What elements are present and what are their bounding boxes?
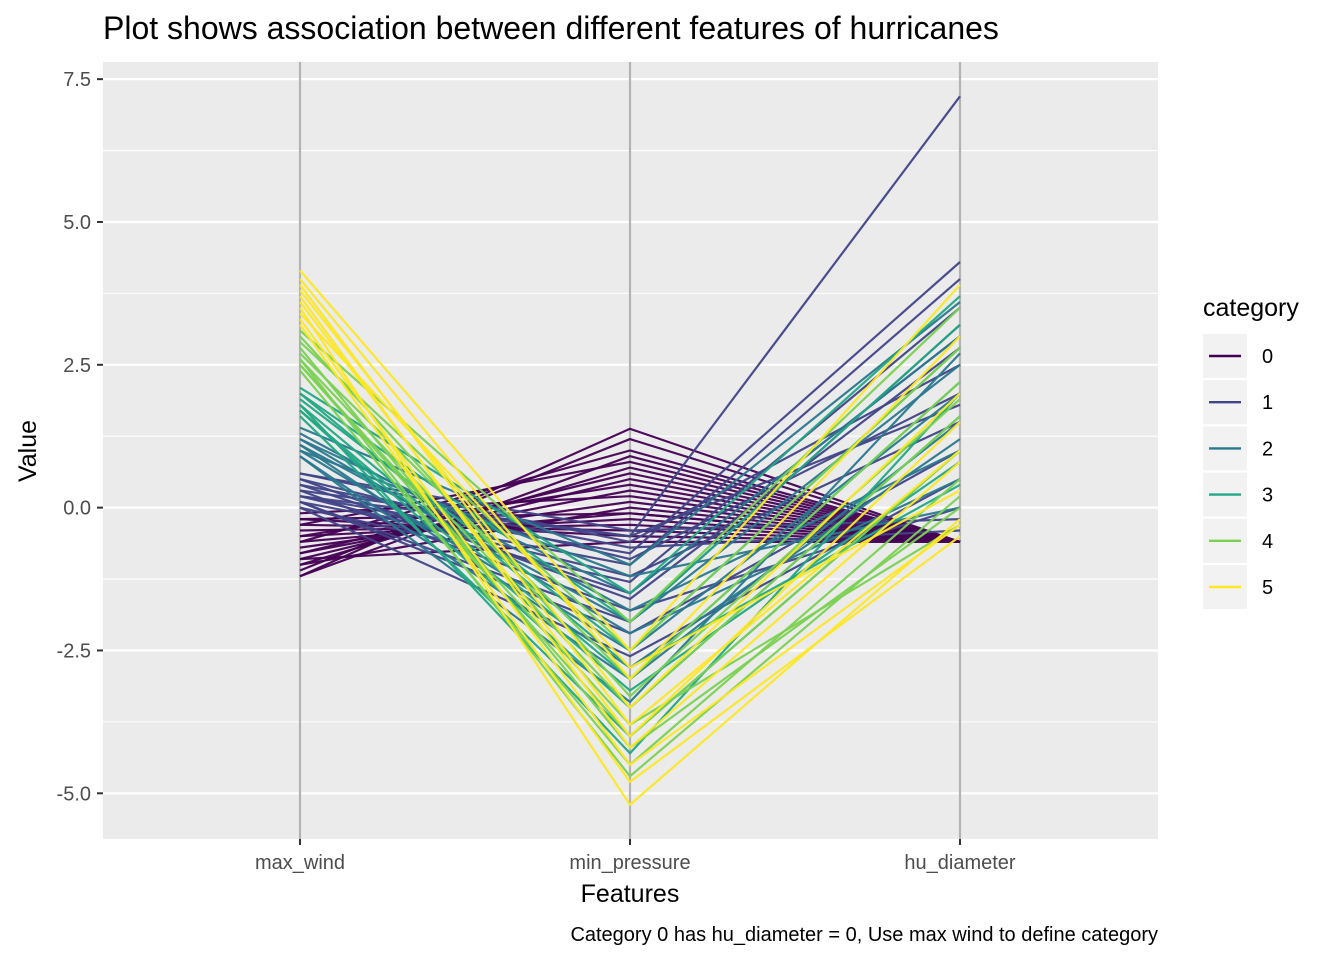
chart-title: Plot shows association between different… bbox=[103, 10, 999, 46]
series-line-category-5 bbox=[299, 269, 961, 653]
legend-title: category bbox=[1203, 294, 1299, 322]
series-line-category-5 bbox=[299, 318, 961, 767]
x-axis: max_wind min_pressure hu_diameter bbox=[255, 839, 1016, 874]
series-line-category-4 bbox=[299, 306, 961, 624]
y-tick-label: 0.0 bbox=[63, 498, 91, 520]
chart-caption: Category 0 has hu_diameter = 0, Use max … bbox=[570, 924, 1158, 946]
series-line-category-2 bbox=[299, 449, 961, 578]
x-tick-label: min_pressure bbox=[569, 852, 690, 874]
x-tick-label: max_wind bbox=[255, 852, 345, 874]
y-tick-label: 5.0 bbox=[63, 212, 91, 234]
series-line-category-5 bbox=[299, 278, 961, 681]
legend-label-1: 1 bbox=[1262, 392, 1273, 414]
x-axis-title: Features bbox=[581, 880, 680, 908]
legend-label-4: 4 bbox=[1262, 531, 1273, 553]
y-tick-label: 7.5 bbox=[63, 69, 91, 91]
y-tick-label: -5.0 bbox=[57, 783, 91, 805]
y-tick-label: -2.5 bbox=[57, 640, 91, 662]
series-lines bbox=[299, 95, 961, 807]
legend-label-5: 5 bbox=[1262, 577, 1273, 599]
series-line-category-3 bbox=[299, 409, 961, 692]
series-line-category-5 bbox=[299, 289, 961, 710]
series-line-category-5 bbox=[299, 307, 961, 807]
series-line-category-5 bbox=[299, 312, 961, 669]
series-line-category-2 bbox=[299, 352, 961, 704]
series-line-category-1 bbox=[299, 483, 961, 549]
x-tick-label: hu_diameter bbox=[904, 852, 1016, 874]
series-line-category-4 bbox=[299, 358, 961, 778]
series-line-category-1 bbox=[299, 306, 961, 584]
series-line-category-5 bbox=[299, 324, 961, 784]
legend-label-0: 0 bbox=[1262, 346, 1273, 368]
y-tick-label: 2.5 bbox=[63, 355, 91, 377]
series-line-category-0 bbox=[299, 472, 961, 555]
legend: category 0 1 2 3 4 5 bbox=[1203, 294, 1299, 609]
legend-label-2: 2 bbox=[1262, 438, 1273, 460]
y-axis: 7.5 5.0 2.5 0.0 -2.5 -5.0 bbox=[57, 69, 103, 805]
series-line-category-1 bbox=[299, 261, 961, 555]
legend-label-3: 3 bbox=[1262, 485, 1273, 507]
y-axis-title: Value bbox=[14, 420, 42, 482]
series-line-category-5 bbox=[299, 295, 961, 750]
